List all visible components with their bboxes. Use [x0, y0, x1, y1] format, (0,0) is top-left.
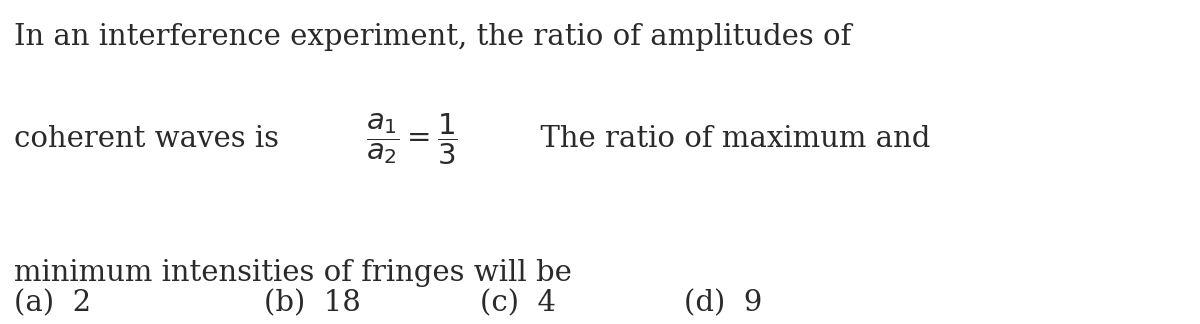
Text: (c)  4: (c) 4: [480, 290, 556, 318]
Text: $\dfrac{a_1}{a_2} = \dfrac{1}{3}$: $\dfrac{a_1}{a_2} = \dfrac{1}{3}$: [366, 112, 457, 167]
Text: (b)  18: (b) 18: [264, 290, 361, 318]
Text: In an interference experiment, the ratio of amplitudes of: In an interference experiment, the ratio…: [14, 23, 852, 51]
Text: coherent waves is: coherent waves is: [14, 125, 289, 153]
Text: minimum intensities of fringes will be: minimum intensities of fringes will be: [14, 259, 572, 287]
Text: The ratio of maximum and: The ratio of maximum and: [522, 125, 930, 153]
Text: (d)  9: (d) 9: [684, 290, 762, 318]
Text: (a)  2: (a) 2: [14, 290, 91, 318]
